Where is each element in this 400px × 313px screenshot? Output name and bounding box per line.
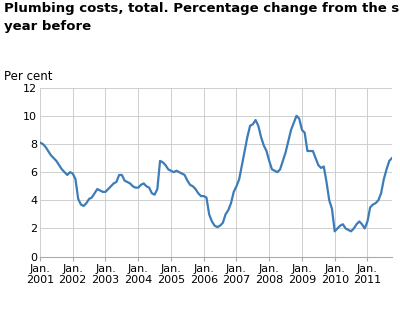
Text: Plumbing costs, total. Percentage change from the same month one: Plumbing costs, total. Percentage change… xyxy=(4,2,400,15)
Text: year before: year before xyxy=(4,20,91,33)
Text: Per cent: Per cent xyxy=(4,70,52,83)
